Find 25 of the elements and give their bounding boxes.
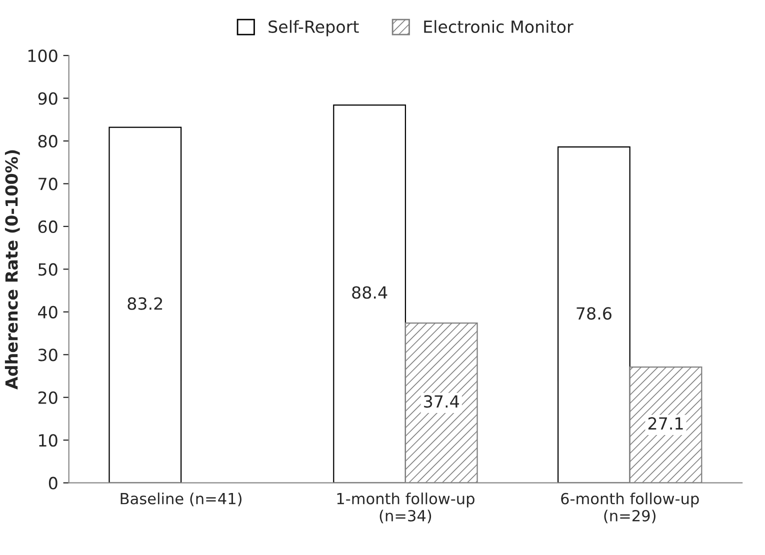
- x-tick-label: 1-month follow-up (n=34): [337, 492, 474, 524]
- legend-label: Self-Report: [268, 20, 359, 36]
- data-label: 88.4: [352, 286, 388, 299]
- bar: [333, 104, 406, 483]
- x-tick-label: Baseline (n=41): [120, 492, 242, 506]
- y-tick-label: 100: [28, 49, 58, 62]
- bar: [557, 146, 630, 483]
- data-label: 37.4: [424, 395, 459, 408]
- x-tick-label: 6-month follow-up (n=29): [561, 492, 699, 524]
- y-tick-label: 40: [38, 306, 58, 318]
- y-tick-label: 90: [38, 92, 58, 105]
- data-label: 83.2: [128, 297, 162, 310]
- y-tick-label: 80: [38, 134, 58, 148]
- bar: [108, 126, 182, 483]
- y-tick-label: 0: [48, 476, 58, 490]
- y-tick-label: 60: [38, 220, 58, 234]
- data-label: 27.1: [648, 417, 683, 430]
- y-tick-label: 70: [38, 178, 58, 190]
- y-tick-label: 20: [38, 391, 58, 404]
- y-axis-title: Adherence Rate (0-100%): [4, 150, 20, 390]
- y-tick-label: 30: [38, 348, 58, 362]
- y-tick-label: 50: [38, 263, 58, 276]
- legend-label: Electronic Monitor: [424, 20, 574, 33]
- data-label: 78.6: [576, 307, 612, 320]
- y-tick-label: 10: [39, 434, 58, 447]
